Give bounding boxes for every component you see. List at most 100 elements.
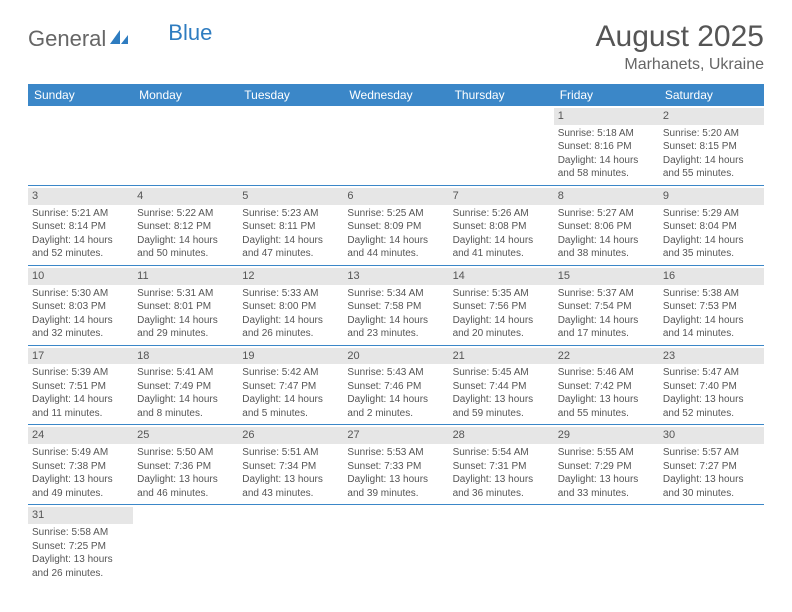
calendar-week-row: 24Sunrise: 5:49 AMSunset: 7:38 PMDayligh… bbox=[28, 425, 764, 505]
day-number: 23 bbox=[659, 348, 764, 365]
day-number: 29 bbox=[554, 427, 659, 444]
day-number: 7 bbox=[449, 188, 554, 205]
sunset-line: Sunset: 7:56 PM bbox=[453, 300, 550, 314]
sunrise-line: Sunrise: 5:50 AM bbox=[137, 446, 234, 460]
sunrise-line: Sunrise: 5:26 AM bbox=[453, 207, 550, 221]
day-number: 25 bbox=[133, 427, 238, 444]
calendar-day-cell: 25 Sunrise: 5:50 AMSunset: 7:36 PMDayligh… bbox=[133, 425, 238, 505]
calendar-week-row: 3Sunrise: 5:21 AMSunset: 8:14 PMDaylight… bbox=[28, 185, 764, 265]
daylight-line: Daylight: 14 hours and 52 minutes. bbox=[32, 234, 129, 261]
sunrise-line: Sunrise: 5:49 AM bbox=[32, 446, 129, 460]
sunset-line: Sunset: 7:31 PM bbox=[453, 460, 550, 474]
calendar-day-cell: 8Sunrise: 5:27 AMSunset: 8:06 PMDaylight… bbox=[554, 185, 659, 265]
day-number: 31 bbox=[28, 507, 133, 524]
calendar-day-cell: 12Sunrise: 5:33 AMSunset: 8:00 PMDayligh… bbox=[238, 265, 343, 345]
weekday-header: Friday bbox=[554, 84, 659, 106]
calendar-body: 1Sunrise: 5:18 AMSunset: 8:16 PMDaylight… bbox=[28, 106, 764, 584]
day-number: 27 bbox=[343, 427, 448, 444]
day-number: 19 bbox=[238, 348, 343, 365]
day-number: 18 bbox=[133, 348, 238, 365]
day-number: 2 bbox=[659, 108, 764, 125]
calendar-week-row: 1Sunrise: 5:18 AMSunset: 8:16 PMDaylight… bbox=[28, 106, 764, 185]
daylight-line: Daylight: 13 hours and 43 minutes. bbox=[242, 473, 339, 500]
calendar-day-cell: 31Sunrise: 5:58 AMSunset: 7:25 PMDayligh… bbox=[28, 505, 133, 584]
calendar-empty-cell bbox=[554, 505, 659, 584]
daylight-line: Daylight: 13 hours and 30 minutes. bbox=[663, 473, 760, 500]
calendar-day-cell: 26Sunrise: 5:51 AMSunset: 7:34 PMDayligh… bbox=[238, 425, 343, 505]
calendar-week-row: 10Sunrise: 5:30 AMSunset: 8:03 PMDayligh… bbox=[28, 265, 764, 345]
calendar-day-cell: 15Sunrise: 5:37 AMSunset: 7:54 PMDayligh… bbox=[554, 265, 659, 345]
sunset-line: Sunset: 8:15 PM bbox=[663, 140, 760, 154]
calendar-day-cell: 29Sunrise: 5:55 AMSunset: 7:29 PMDayligh… bbox=[554, 425, 659, 505]
sunrise-line: Sunrise: 5:47 AM bbox=[663, 366, 760, 380]
calendar-day-cell: 4Sunrise: 5:22 AMSunset: 8:12 PMDaylight… bbox=[133, 185, 238, 265]
daylight-line: Daylight: 13 hours and 46 minutes. bbox=[137, 473, 234, 500]
header: General Blue August 2025 Marhanets, Ukra… bbox=[28, 20, 764, 74]
sunset-line: Sunset: 7:54 PM bbox=[558, 300, 655, 314]
sunset-line: Sunset: 7:49 PM bbox=[137, 380, 234, 394]
calendar-day-cell: 20Sunrise: 5:43 AMSunset: 7:46 PMDayligh… bbox=[343, 345, 448, 425]
logo-sail-icon bbox=[108, 26, 130, 52]
daylight-line: Daylight: 14 hours and 35 minutes. bbox=[663, 234, 760, 261]
logo-text-blue: Blue bbox=[168, 20, 212, 46]
sunset-line: Sunset: 7:58 PM bbox=[347, 300, 444, 314]
calendar-day-cell: 6Sunrise: 5:25 AMSunset: 8:09 PMDaylight… bbox=[343, 185, 448, 265]
day-number: 1 bbox=[554, 108, 659, 125]
sunrise-line: Sunrise: 5:51 AM bbox=[242, 446, 339, 460]
sunset-line: Sunset: 7:46 PM bbox=[347, 380, 444, 394]
sunrise-line: Sunrise: 5:55 AM bbox=[558, 446, 655, 460]
sunset-line: Sunset: 7:36 PM bbox=[137, 460, 234, 474]
calendar-table: SundayMondayTuesdayWednesdayThursdayFrid… bbox=[28, 84, 764, 584]
calendar-day-cell: 22Sunrise: 5:46 AMSunset: 7:42 PMDayligh… bbox=[554, 345, 659, 425]
daylight-line: Daylight: 13 hours and 33 minutes. bbox=[558, 473, 655, 500]
calendar-week-row: 31Sunrise: 5:58 AMSunset: 7:25 PMDayligh… bbox=[28, 505, 764, 584]
weekday-header: Tuesday bbox=[238, 84, 343, 106]
sunrise-line: Sunrise: 5:30 AM bbox=[32, 287, 129, 301]
day-number: 10 bbox=[28, 268, 133, 285]
sunrise-line: Sunrise: 5:38 AM bbox=[663, 287, 760, 301]
sunrise-line: Sunrise: 5:45 AM bbox=[453, 366, 550, 380]
calendar-day-cell: 19Sunrise: 5:42 AMSunset: 7:47 PMDayligh… bbox=[238, 345, 343, 425]
weekday-header: Thursday bbox=[449, 84, 554, 106]
sunrise-line: Sunrise: 5:39 AM bbox=[32, 366, 129, 380]
weekday-header: Saturday bbox=[659, 84, 764, 106]
calendar-empty-cell bbox=[343, 505, 448, 584]
sunset-line: Sunset: 7:25 PM bbox=[32, 540, 129, 554]
daylight-line: Daylight: 13 hours and 26 minutes. bbox=[32, 553, 129, 580]
sunrise-line: Sunrise: 5:37 AM bbox=[558, 287, 655, 301]
calendar-day-cell: 10Sunrise: 5:30 AMSunset: 8:03 PMDayligh… bbox=[28, 265, 133, 345]
daylight-line: Daylight: 13 hours and 52 minutes. bbox=[663, 393, 760, 420]
day-number: 22 bbox=[554, 348, 659, 365]
logo: General Blue bbox=[28, 26, 212, 52]
sunrise-line: Sunrise: 5:18 AM bbox=[558, 127, 655, 141]
daylight-line: Daylight: 14 hours and 14 minutes. bbox=[663, 314, 760, 341]
weekday-header: Wednesday bbox=[343, 84, 448, 106]
day-number: 30 bbox=[659, 427, 764, 444]
calendar-day-cell: 7Sunrise: 5:26 AMSunset: 8:08 PMDaylight… bbox=[449, 185, 554, 265]
daylight-line: Daylight: 14 hours and 38 minutes. bbox=[558, 234, 655, 261]
logo-text-general: General bbox=[28, 26, 106, 52]
day-number: 24 bbox=[28, 427, 133, 444]
daylight-line: Daylight: 14 hours and 2 minutes. bbox=[347, 393, 444, 420]
sunrise-line: Sunrise: 5:46 AM bbox=[558, 366, 655, 380]
daylight-line: Daylight: 14 hours and 5 minutes. bbox=[242, 393, 339, 420]
calendar-empty-cell bbox=[343, 106, 448, 185]
calendar-day-cell: 18Sunrise: 5:41 AMSunset: 7:49 PMDayligh… bbox=[133, 345, 238, 425]
calendar-empty-cell bbox=[659, 505, 764, 584]
sunset-line: Sunset: 7:51 PM bbox=[32, 380, 129, 394]
weekday-header: Monday bbox=[133, 84, 238, 106]
daylight-line: Daylight: 13 hours and 49 minutes. bbox=[32, 473, 129, 500]
sunrise-line: Sunrise: 5:42 AM bbox=[242, 366, 339, 380]
calendar-day-cell: 24Sunrise: 5:49 AMSunset: 7:38 PMDayligh… bbox=[28, 425, 133, 505]
title-block: August 2025 Marhanets, Ukraine bbox=[596, 20, 764, 74]
sunset-line: Sunset: 8:00 PM bbox=[242, 300, 339, 314]
sunrise-line: Sunrise: 5:23 AM bbox=[242, 207, 339, 221]
daylight-line: Daylight: 14 hours and 26 minutes. bbox=[242, 314, 339, 341]
sunrise-line: Sunrise: 5:20 AM bbox=[663, 127, 760, 141]
daylight-line: Daylight: 14 hours and 47 minutes. bbox=[242, 234, 339, 261]
daylight-line: Daylight: 13 hours and 59 minutes. bbox=[453, 393, 550, 420]
calendar-empty-cell bbox=[133, 106, 238, 185]
sunrise-line: Sunrise: 5:31 AM bbox=[137, 287, 234, 301]
calendar-day-cell: 21Sunrise: 5:45 AMSunset: 7:44 PMDayligh… bbox=[449, 345, 554, 425]
calendar-empty-cell bbox=[449, 505, 554, 584]
